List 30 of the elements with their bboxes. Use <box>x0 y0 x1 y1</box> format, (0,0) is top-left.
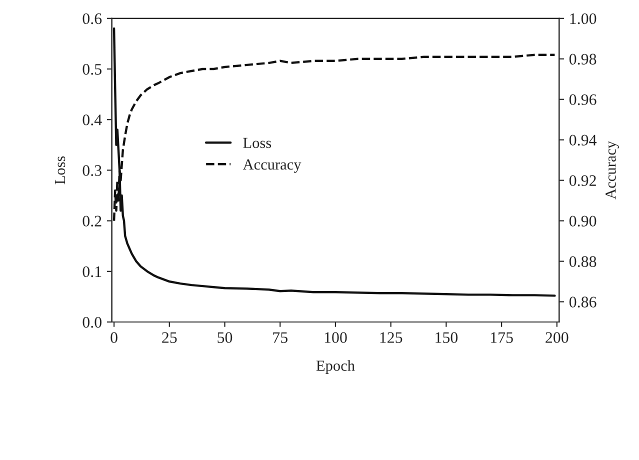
y2-tick-label: 0.86 <box>569 296 596 308</box>
x-tick-label: 125 <box>380 332 402 343</box>
y2-tick-label: 0.88 <box>569 256 596 268</box>
x-tick-label: 0 <box>110 332 118 343</box>
y-tick-label: 0.0 <box>82 316 102 328</box>
x-tick-label: 150 <box>436 332 458 343</box>
y-tick-label: 0.6 <box>82 13 102 24</box>
x-tick-label: 50 <box>218 332 232 343</box>
x-axis-title: Epoch <box>316 360 355 374</box>
y-tick-label: 0.5 <box>82 64 102 75</box>
line-series <box>112 27 556 297</box>
y-tick-label: 0.4 <box>82 114 102 126</box>
y2-tick-label: 0.94 <box>569 134 597 146</box>
x-tick-label: 175 <box>490 332 513 343</box>
y2-axis-title: Accuracy <box>606 141 619 200</box>
y-tick-label: 0.2 <box>82 216 102 227</box>
x-tick-label: 100 <box>324 332 347 343</box>
y-axis-title: Loss <box>54 156 66 184</box>
x-tick-label: 25 <box>162 332 177 343</box>
y2-tick-label: 0.96 <box>569 94 596 106</box>
x-tick-label: 75 <box>273 332 288 343</box>
y2-tick-label: 0.98 <box>569 54 596 65</box>
y-tick-label: 0.3 <box>82 165 102 176</box>
y2-tick-label: 1.00 <box>570 13 596 24</box>
x-tick-label: 200 <box>546 332 568 343</box>
y-tick-label: 0.1 <box>82 266 102 278</box>
y2-tick-label: 0.92 <box>569 175 596 186</box>
y2-tick-label: 0.90 <box>569 216 596 227</box>
legend-label: Loss <box>243 138 272 148</box>
legend-label: Accuracy <box>242 159 302 173</box>
